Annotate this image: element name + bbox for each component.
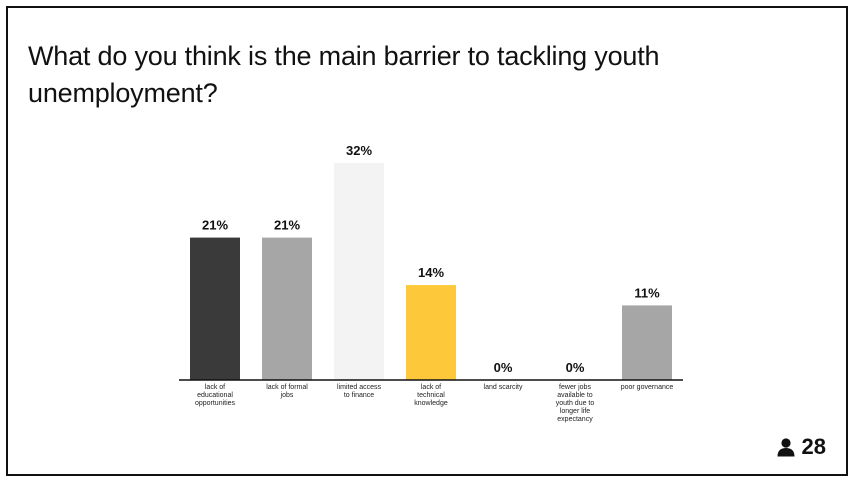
bar-value-label: 21% — [274, 218, 300, 233]
bar — [190, 237, 240, 380]
category-label: poor governance — [621, 384, 674, 391]
bar-value-label: 32% — [346, 143, 372, 158]
bar — [406, 285, 456, 380]
category-label: limited access to finance — [337, 384, 381, 399]
person-icon — [777, 438, 795, 457]
participant-count: 28 — [801, 434, 826, 459]
category-label: fewer jobs available to youth due to longer… — [556, 384, 595, 423]
bar-chart: 21% lack of educational opportunities 21% lac… — [179, 143, 683, 423]
question-title: What do you think is the main barrier to… — [28, 41, 660, 108]
bar-value-label: 21% — [202, 218, 228, 233]
bar — [334, 163, 384, 380]
category-label: land scarcity — [484, 384, 523, 391]
bar — [622, 305, 672, 380]
bar-value-label: 0% — [494, 360, 513, 375]
participant-counter: 28 — [776, 434, 826, 460]
category-label: lack of educational opportunities — [195, 384, 236, 407]
slide-frame: What do you think is the main barrier to… — [6, 6, 848, 476]
category-label: lack of formal jobs — [266, 384, 308, 399]
bar — [262, 237, 312, 380]
category-label: lack of technical knowledge — [414, 384, 448, 407]
bar-value-label: 11% — [634, 285, 660, 300]
bar-value-label: 14% — [418, 265, 444, 280]
bar-value-label: 0% — [566, 360, 585, 375]
